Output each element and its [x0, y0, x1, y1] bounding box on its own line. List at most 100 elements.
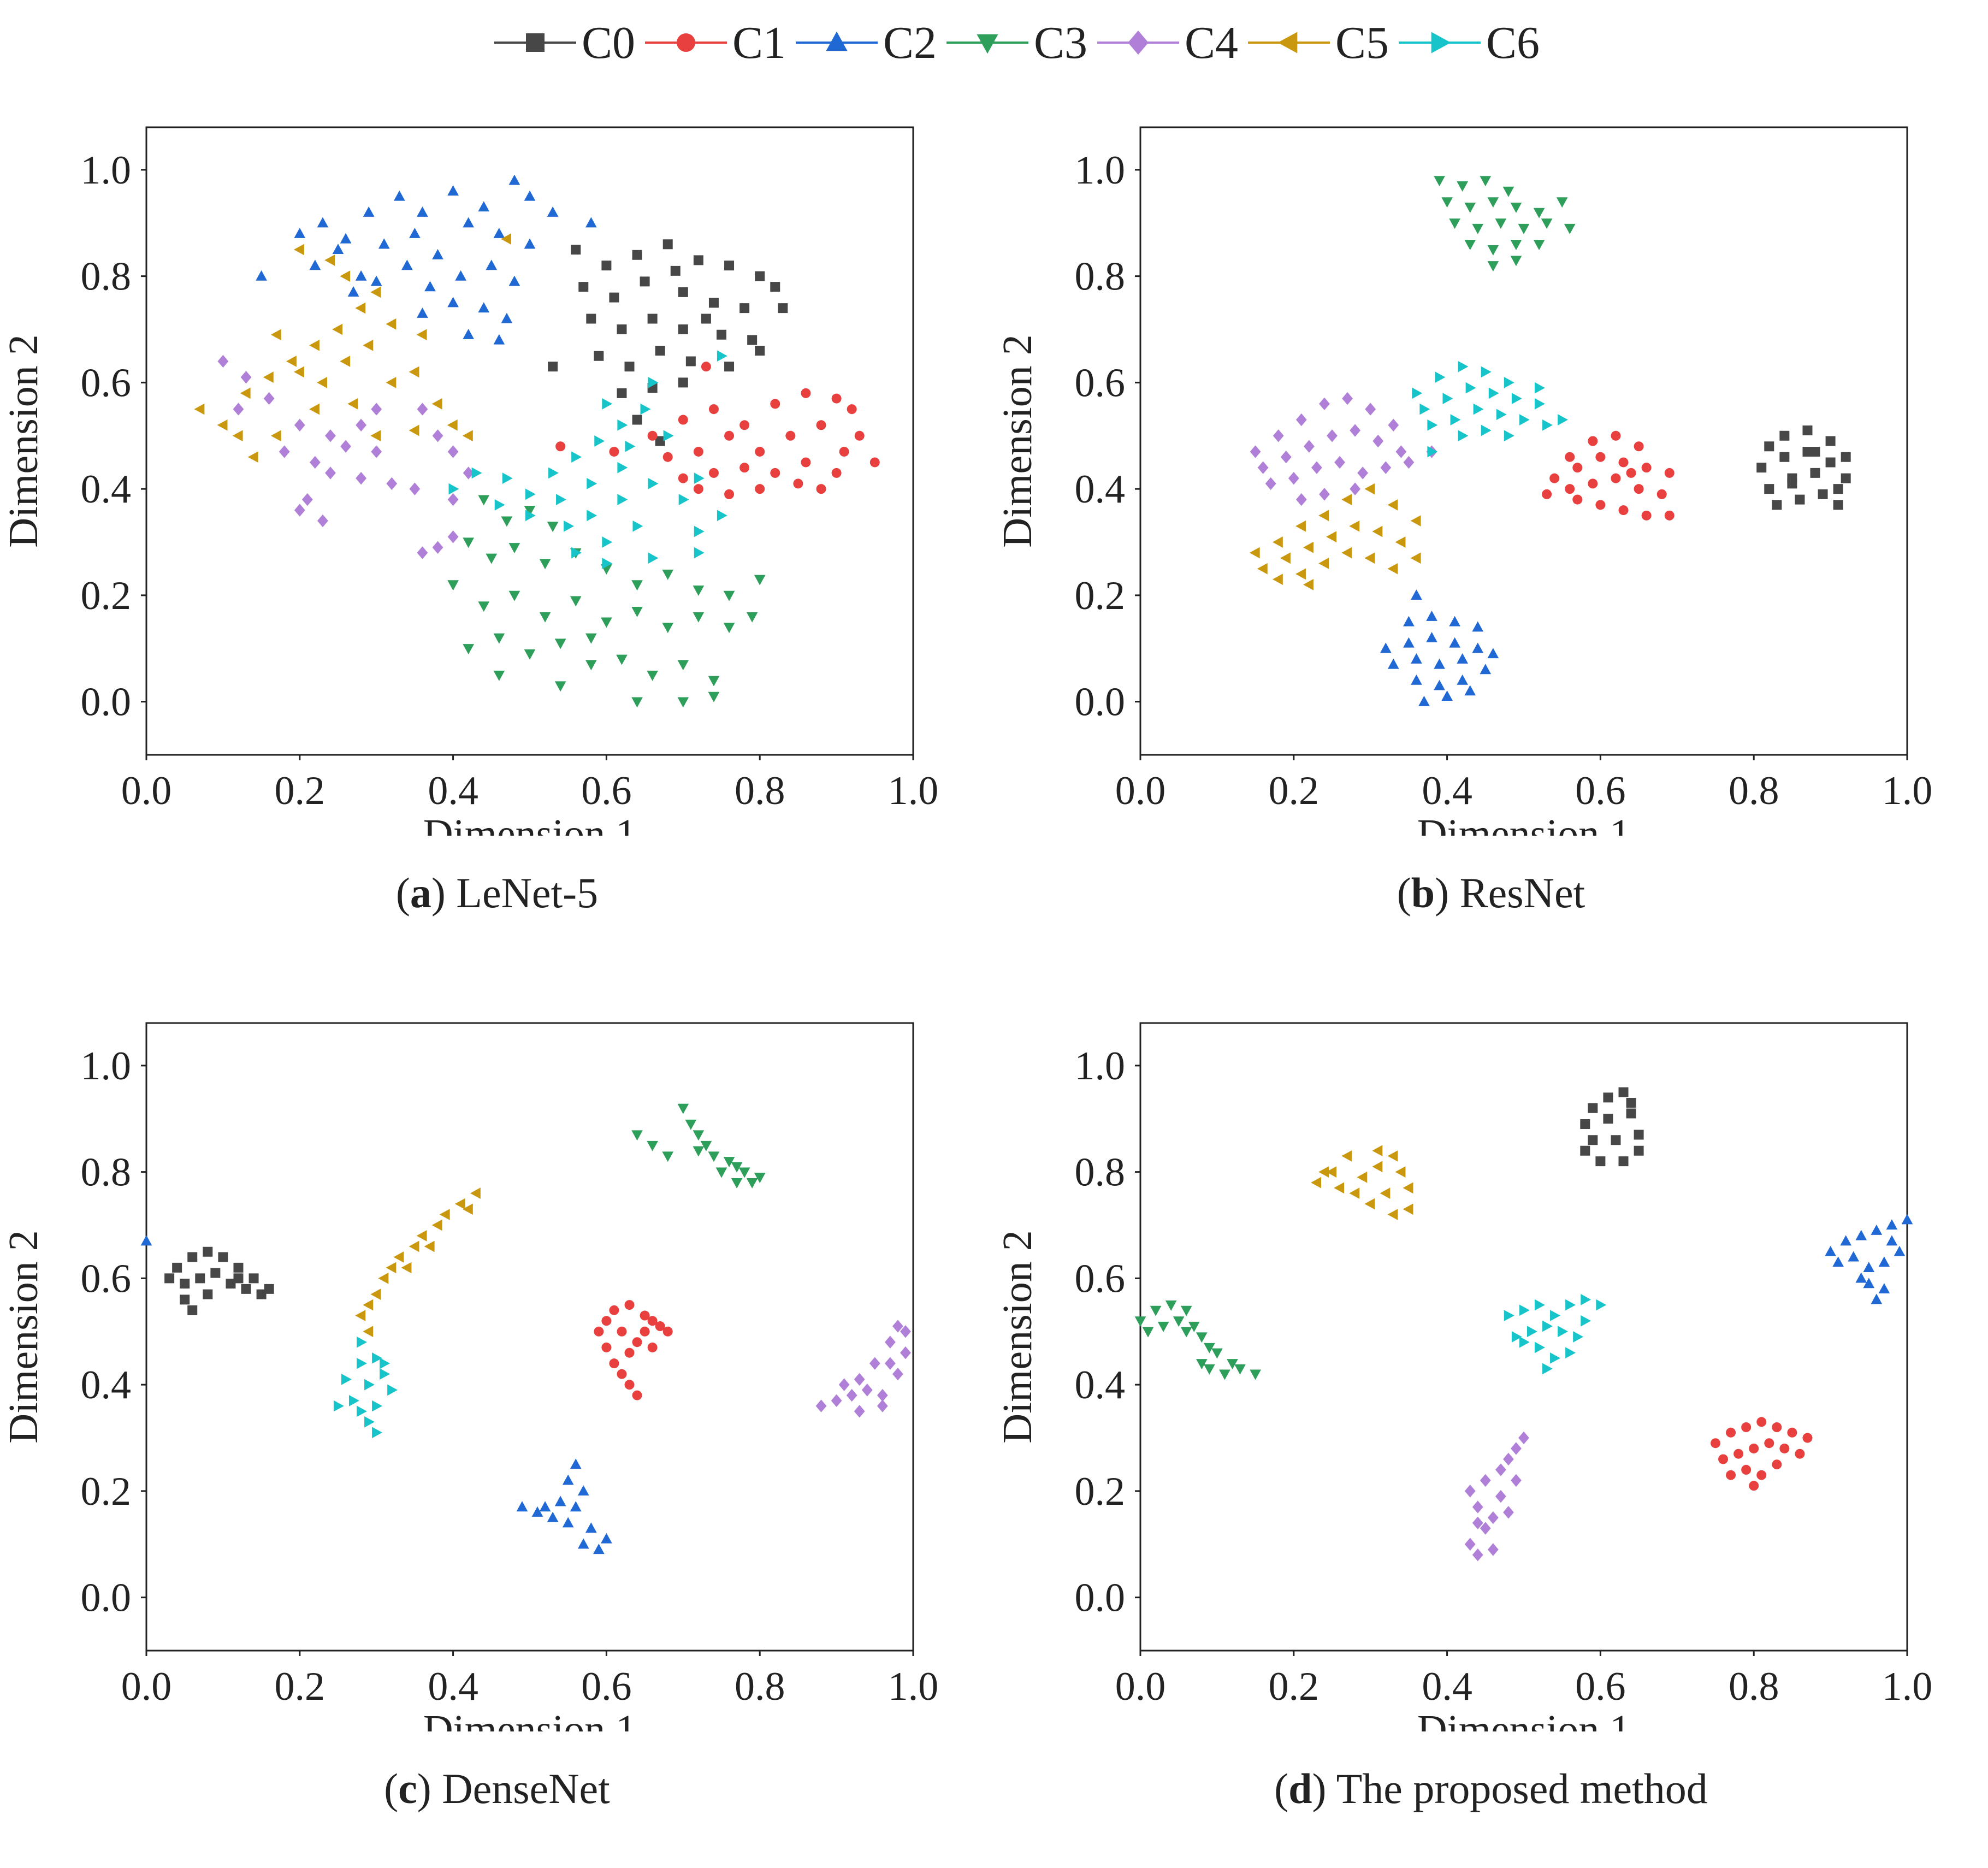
point-c1 — [1664, 510, 1675, 521]
point-c4 — [309, 456, 321, 469]
point-c2 — [432, 249, 443, 259]
point-c4 — [340, 440, 351, 453]
x-tick-label: 0.0 — [1115, 769, 1166, 813]
point-c2 — [140, 1235, 152, 1246]
point-c1 — [801, 388, 811, 398]
point-c6 — [587, 510, 597, 522]
point-c5 — [1410, 552, 1421, 564]
point-c4 — [1250, 445, 1261, 458]
point-c5 — [1403, 1182, 1413, 1194]
point-c4 — [1472, 1516, 1483, 1530]
legend-marker-c0 — [526, 33, 545, 52]
x-tick-label: 0.2 — [1269, 769, 1320, 813]
plot-frame-b — [1139, 126, 1908, 756]
point-c2 — [463, 217, 475, 228]
point-c5 — [1272, 574, 1283, 586]
series-c2 — [1380, 589, 1499, 706]
point-c0 — [1787, 478, 1797, 489]
point-c5 — [340, 356, 351, 367]
x-tick-label: 0.4 — [1422, 1664, 1472, 1709]
point-c3 — [693, 1130, 705, 1141]
series-c1 — [555, 362, 880, 499]
point-c1 — [601, 1316, 612, 1326]
point-c3 — [1510, 202, 1522, 213]
point-c4 — [900, 1346, 911, 1359]
point-c1 — [816, 420, 826, 430]
point-c3 — [1510, 240, 1522, 251]
point-c3 — [1533, 208, 1545, 218]
point-c4 — [240, 370, 252, 384]
point-c0 — [655, 345, 665, 356]
caption-d: (d) The proposed method — [1274, 1765, 1708, 1812]
series-c3 — [631, 1103, 766, 1189]
point-c6 — [1458, 430, 1469, 442]
point-c5 — [409, 1240, 419, 1252]
point-c0 — [1580, 1145, 1590, 1156]
point-c5 — [462, 430, 473, 442]
point-c6 — [694, 525, 705, 537]
point-c0 — [203, 1246, 213, 1257]
point-c5 — [1387, 1150, 1398, 1162]
point-c1 — [708, 468, 719, 478]
point-c0 — [1588, 1135, 1598, 1145]
point-c2 — [1380, 642, 1392, 653]
point-c6 — [471, 467, 482, 479]
x-tick-label: 0.2 — [275, 1664, 326, 1709]
point-c6 — [1565, 1347, 1576, 1359]
y-tick-label: 0.0 — [81, 1576, 132, 1621]
point-c0 — [1634, 1130, 1644, 1140]
point-c1 — [1626, 468, 1636, 478]
scatter-plot-d: 0.0 0.2 0.4 0.6 0.8 1.0 0.0 0.2 0.4 0.6 0.8 1.0 Dime… — [995, 1022, 1932, 1731]
series-c1 — [594, 1300, 673, 1400]
point-c3 — [631, 1130, 643, 1141]
point-c2 — [562, 1517, 574, 1528]
point-c0 — [640, 276, 650, 287]
x-axis-title: Dimension 1 — [423, 1707, 637, 1731]
point-c6 — [333, 1400, 344, 1412]
point-c6 — [663, 430, 674, 442]
legend-marker-c3 — [977, 34, 998, 54]
point-c2 — [317, 217, 329, 228]
point-c3 — [1449, 218, 1460, 229]
point-c6 — [717, 350, 727, 362]
point-c5 — [1349, 1187, 1360, 1199]
point-c5 — [1380, 1187, 1391, 1199]
point-c4 — [1380, 461, 1392, 474]
legend-label-c5: C5 — [1335, 17, 1389, 68]
caption-text-c: DenseNet — [442, 1765, 610, 1812]
point-c2 — [1457, 674, 1469, 685]
point-c3 — [677, 1103, 689, 1114]
point-c0 — [548, 362, 558, 372]
point-c4 — [386, 477, 398, 490]
point-c4 — [1288, 471, 1299, 485]
point-c3 — [1541, 218, 1553, 229]
point-c2 — [1403, 616, 1415, 626]
point-c5 — [1372, 525, 1383, 537]
point-c6 — [341, 1374, 352, 1385]
point-c2 — [455, 270, 466, 281]
point-c0 — [1802, 446, 1813, 457]
point-c5 — [355, 302, 366, 314]
point-c4 — [1365, 403, 1376, 416]
point-c5 — [1387, 563, 1398, 575]
point-c6 — [1511, 1331, 1522, 1343]
point-c0 — [1841, 452, 1851, 462]
series-c6 — [1504, 1293, 1607, 1375]
point-c6 — [571, 451, 582, 463]
point-c1 — [1618, 457, 1629, 468]
point-c2 — [547, 1511, 559, 1522]
point-c4 — [1273, 429, 1284, 442]
point-c4 — [279, 445, 290, 458]
point-c0 — [1833, 500, 1843, 510]
point-c0 — [1603, 1092, 1613, 1103]
point-c6 — [1534, 382, 1545, 394]
point-c3 — [570, 596, 582, 607]
point-c5 — [340, 270, 351, 282]
point-c6 — [1504, 1310, 1514, 1321]
point-c5 — [263, 371, 274, 383]
point-c1 — [624, 1347, 635, 1358]
point-c3 — [547, 522, 559, 533]
y-tick-label: 0.6 — [81, 360, 132, 405]
point-c4 — [1403, 456, 1415, 469]
x-tick-label: 0.4 — [428, 1664, 478, 1709]
